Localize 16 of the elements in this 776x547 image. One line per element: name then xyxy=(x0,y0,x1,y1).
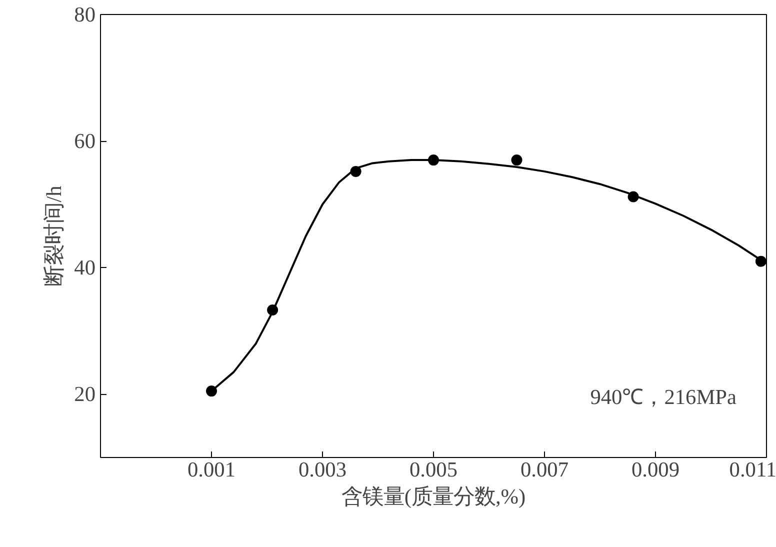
x-tick-label: 0.005 xyxy=(410,458,458,482)
y-axis-title: 断裂时间/h xyxy=(42,185,66,286)
x-tick-label: 0.001 xyxy=(188,458,236,482)
x-tick-label: 0.009 xyxy=(632,458,680,482)
point xyxy=(511,154,522,166)
annotation: 940℃，216MPa xyxy=(590,385,738,410)
point xyxy=(755,256,766,267)
x-tick-label: 0.007 xyxy=(520,458,569,482)
x-tick-label: 0.003 xyxy=(298,458,347,482)
x-axis-title: 含镁量(质量分数,%) xyxy=(341,484,526,508)
y-tick-label: 60 xyxy=(74,129,96,154)
x-tick-label: 0.011 xyxy=(729,458,776,482)
y-tick-label: 20 xyxy=(74,382,96,406)
y-tick-label: 40 xyxy=(74,256,96,280)
y-tick-label: 80 xyxy=(74,2,96,26)
point xyxy=(206,386,217,397)
